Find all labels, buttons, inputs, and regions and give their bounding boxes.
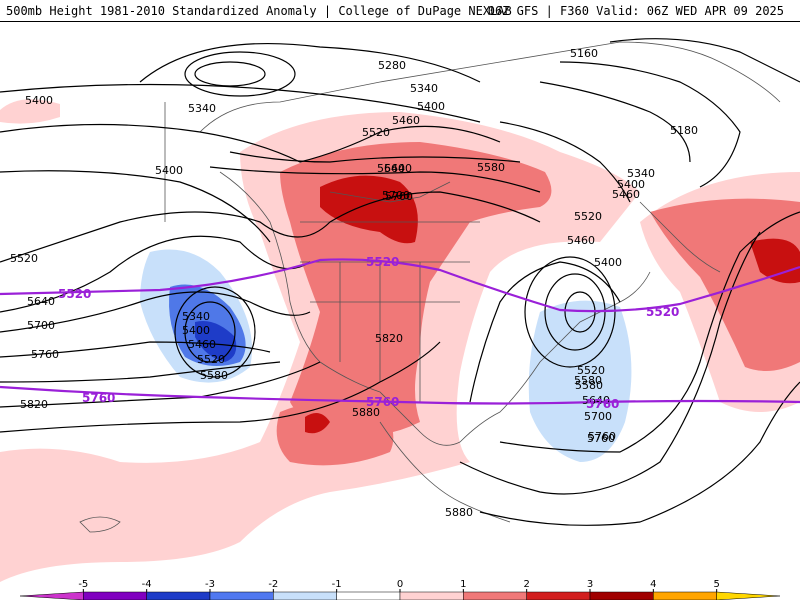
reference-labels: 5520 5520 5520 5760 5760 5760 (58, 255, 679, 411)
height-label: 5400 (594, 256, 622, 269)
height-label: 5460 (392, 114, 420, 127)
height-label: 5580 (575, 379, 603, 392)
height-label: 5340 (188, 102, 216, 115)
reference-label: 5520 (366, 255, 399, 269)
height-label: 5640 (27, 295, 55, 308)
height-label: 5340 (627, 167, 655, 180)
colorbar-tick-label: 2 (523, 579, 529, 590)
height-label: 5520 (574, 210, 602, 223)
anomaly-positive-3 (320, 175, 418, 244)
colorbar-tick-label: 1 (460, 579, 466, 590)
colorbar-segment (526, 591, 591, 600)
height-label: 5700 (382, 189, 410, 202)
anomaly-positive-1 (0, 99, 60, 124)
height-label: 5880 (445, 506, 473, 519)
colorbar-segment (463, 591, 527, 600)
anomaly-map[interactable]: 5400 5340 5280 5340 5400 5460 5160 5180 … (0, 22, 800, 588)
height-label: 5760 (587, 432, 615, 445)
colorbar-segment (83, 591, 147, 600)
colorbar-segment (19, 591, 84, 600)
height-label: 5160 (570, 47, 598, 60)
colorbar-segment (209, 591, 274, 600)
height-label: 5760 (31, 348, 59, 361)
reference-label: 5760 (82, 391, 115, 405)
anomaly-negative-3 (195, 321, 237, 362)
height-label: 5520 (577, 364, 605, 377)
height-label: 5340 (182, 310, 210, 323)
height-label: 5580 (574, 374, 602, 387)
anomaly-positive-3 (305, 413, 330, 434)
colorbar-tick-label: -4 (142, 579, 152, 590)
height-label: 5460 (567, 234, 595, 247)
height-label: 5700 (584, 410, 612, 423)
height-label: 5180 (670, 124, 698, 137)
height-label: 5400 (25, 94, 53, 107)
reference-label: 5520 (646, 305, 679, 319)
height-label: 5400 (182, 324, 210, 337)
height-label: 5700 (385, 190, 413, 203)
reference-label: 5520 (58, 287, 91, 301)
colorbar-segment (399, 591, 464, 600)
height-label: 5880 (352, 406, 380, 419)
colorbar-tick-label: -3 (205, 579, 215, 590)
height-label: 5760 (588, 430, 616, 443)
height-label: 5460 (612, 188, 640, 201)
anomaly-colorbar: -5 -4 -3 -2 -1 0 1 2 3 4 5 (19, 579, 781, 600)
colorbar-segments (19, 591, 781, 600)
height-label: 5520 (10, 252, 38, 265)
reference-contours (0, 258, 800, 405)
height-label: 5820 (20, 398, 48, 411)
height-label: 5580 (477, 161, 505, 174)
height-label: 5520 (362, 126, 390, 139)
reference-label: 5760 (366, 395, 399, 409)
colorbar-tick-label: -2 (268, 579, 278, 590)
height-label: 5820 (375, 332, 403, 345)
height-label: 5400 (155, 164, 183, 177)
colorbar-ticks: -5 -4 -3 -2 -1 0 1 2 3 4 5 (78, 579, 720, 592)
height-label: 5400 (417, 100, 445, 113)
colorbar-tick-label: -5 (78, 579, 88, 590)
anomaly-positive-2 (276, 398, 394, 466)
colorbar-segment (273, 591, 337, 600)
height-label: 5640 (377, 162, 405, 175)
height-label: 5520 (197, 353, 225, 366)
colorbar-segment (653, 591, 717, 600)
height-label: 5580 (200, 369, 228, 382)
map-title: 500mb Height 1981-2010 Standardized Anom… (6, 4, 512, 18)
height-label: 5400 (617, 178, 645, 191)
colorbar-tick-label: 3 (587, 579, 593, 590)
colorbar-segment (336, 591, 401, 600)
map-header: 500mb Height 1981-2010 Standardized Anom… (0, 0, 800, 22)
height-label: 5640 (384, 162, 412, 175)
colorbar-segment (716, 591, 781, 600)
colorbar-tick-label: 5 (713, 579, 719, 590)
colorbar-segment (589, 591, 654, 600)
colorbar-tick-label: 0 (397, 579, 403, 590)
reference-label: 5760 (586, 397, 619, 411)
height-label: 5640 (582, 394, 610, 407)
height-label: 5460 (188, 338, 216, 351)
model-valid-time: 06Z GFS | F360 Valid: 06Z WED APR 09 202… (487, 4, 784, 18)
coastlines (79, 41, 781, 533)
colorbar-segment (146, 591, 211, 600)
anomaly-negative-1 (528, 300, 632, 462)
height-contours (0, 38, 800, 526)
colorbar-tick-label: 4 (650, 579, 656, 590)
height-label: 5700 (27, 319, 55, 332)
height-label: 5280 (378, 59, 406, 72)
height-label: 5340 (410, 82, 438, 95)
colorbar-tick-label: -1 (332, 579, 342, 590)
height-labels: 5400 5340 5280 5340 5400 5460 5160 5180 … (10, 47, 698, 519)
